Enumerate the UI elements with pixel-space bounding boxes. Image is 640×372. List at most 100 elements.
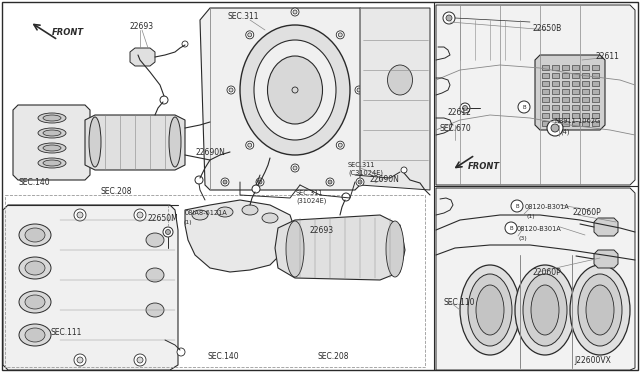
Bar [592, 113, 599, 118]
Circle shape [336, 31, 344, 39]
Polygon shape [200, 8, 410, 190]
Circle shape [160, 96, 168, 104]
Circle shape [134, 209, 146, 221]
Bar [552, 89, 559, 94]
Circle shape [166, 230, 170, 234]
Ellipse shape [38, 128, 66, 138]
Ellipse shape [240, 25, 350, 155]
Bar [592, 97, 599, 102]
Bar [542, 97, 549, 102]
Bar [562, 65, 569, 70]
Ellipse shape [192, 210, 208, 220]
Text: SEC.208: SEC.208 [100, 187, 131, 196]
Circle shape [77, 357, 83, 363]
Circle shape [326, 178, 334, 186]
Polygon shape [436, 188, 635, 370]
Bar [572, 89, 579, 94]
Polygon shape [594, 250, 618, 268]
Circle shape [229, 88, 233, 92]
Bar [572, 73, 579, 78]
Ellipse shape [387, 65, 413, 95]
Circle shape [446, 15, 452, 21]
Text: B: B [522, 105, 526, 109]
Text: 22690N: 22690N [195, 148, 225, 157]
Bar [552, 105, 559, 110]
Bar [552, 81, 559, 86]
Bar [5, 195, 425, 367]
Polygon shape [360, 8, 430, 190]
Bar [542, 105, 549, 110]
Ellipse shape [43, 130, 61, 136]
Bar [542, 121, 549, 126]
Circle shape [460, 103, 470, 113]
Bar [572, 97, 579, 102]
Bar [592, 73, 599, 78]
Circle shape [355, 86, 363, 94]
Ellipse shape [262, 213, 278, 223]
Ellipse shape [578, 274, 622, 346]
Text: NB911-1062G: NB911-1062G [554, 118, 600, 124]
Circle shape [401, 167, 407, 173]
Circle shape [336, 141, 344, 149]
Polygon shape [13, 105, 90, 180]
Bar [542, 113, 549, 118]
Text: FRONT: FRONT [468, 162, 500, 171]
Ellipse shape [523, 274, 567, 346]
Ellipse shape [38, 143, 66, 153]
Ellipse shape [19, 291, 51, 313]
Ellipse shape [38, 113, 66, 123]
Ellipse shape [25, 328, 45, 342]
Bar [542, 65, 549, 70]
Text: (3): (3) [519, 236, 528, 241]
Bar [542, 73, 549, 78]
Text: 22060P: 22060P [533, 268, 562, 277]
Ellipse shape [268, 56, 323, 124]
Text: SEC.208: SEC.208 [318, 352, 349, 361]
Bar [572, 65, 579, 70]
Ellipse shape [43, 160, 61, 166]
Ellipse shape [43, 115, 61, 121]
Bar [582, 105, 589, 110]
Text: 08120-B301A: 08120-B301A [517, 226, 562, 232]
Text: SEC.110: SEC.110 [444, 298, 476, 307]
Circle shape [342, 193, 350, 201]
Circle shape [511, 200, 523, 212]
Bar [572, 81, 579, 86]
Text: 08120-B301A: 08120-B301A [525, 204, 570, 210]
Text: 22693: 22693 [310, 226, 334, 235]
Bar [592, 89, 599, 94]
Polygon shape [275, 215, 405, 280]
Bar [542, 81, 549, 86]
Circle shape [551, 124, 559, 132]
Circle shape [74, 209, 86, 221]
Text: 22650M: 22650M [148, 214, 179, 223]
Text: B: B [509, 225, 513, 231]
Circle shape [357, 88, 361, 92]
Text: SEC.140: SEC.140 [208, 352, 239, 361]
Ellipse shape [531, 285, 559, 335]
Ellipse shape [254, 40, 336, 140]
Bar [552, 73, 559, 78]
Bar [582, 65, 589, 70]
Ellipse shape [386, 221, 404, 277]
Circle shape [356, 178, 364, 186]
Polygon shape [3, 205, 178, 370]
Text: 22693: 22693 [130, 22, 154, 31]
Ellipse shape [43, 145, 61, 151]
Ellipse shape [476, 285, 504, 335]
Bar [582, 97, 589, 102]
Polygon shape [185, 200, 295, 272]
Circle shape [163, 227, 173, 237]
Bar [562, 73, 569, 78]
Bar [582, 73, 589, 78]
Circle shape [293, 166, 297, 170]
Bar [592, 65, 599, 70]
Bar [552, 113, 559, 118]
Circle shape [463, 106, 467, 110]
Circle shape [223, 180, 227, 184]
Ellipse shape [25, 261, 45, 275]
Bar [592, 105, 599, 110]
Ellipse shape [25, 295, 45, 309]
Circle shape [177, 348, 185, 356]
Circle shape [195, 176, 203, 184]
